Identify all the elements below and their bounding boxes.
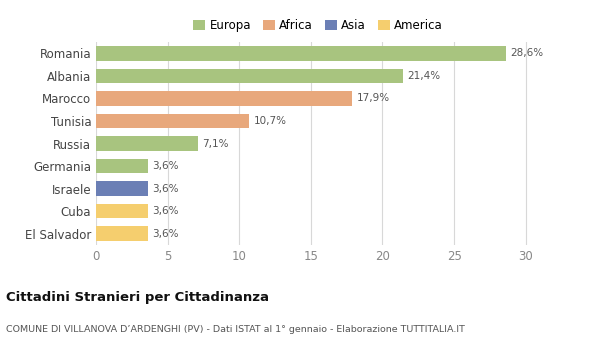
Text: 28,6%: 28,6% — [510, 48, 543, 58]
Text: 21,4%: 21,4% — [407, 71, 440, 81]
Text: COMUNE DI VILLANOVA D’ARDENGHI (PV) - Dati ISTAT al 1° gennaio - Elaborazione TU: COMUNE DI VILLANOVA D’ARDENGHI (PV) - Da… — [6, 326, 465, 335]
Bar — [96, 159, 148, 173]
Bar — [96, 181, 148, 196]
Bar — [96, 114, 249, 128]
Bar — [96, 226, 148, 241]
Text: 7,1%: 7,1% — [202, 139, 229, 148]
Text: 17,9%: 17,9% — [356, 93, 390, 103]
Text: 3,6%: 3,6% — [152, 184, 178, 194]
Bar — [96, 46, 506, 61]
Bar — [96, 69, 403, 83]
Bar — [96, 204, 148, 218]
Bar — [96, 91, 352, 106]
Text: 3,6%: 3,6% — [152, 161, 178, 171]
Bar — [96, 136, 197, 151]
Legend: Europa, Africa, Asia, America: Europa, Africa, Asia, America — [193, 19, 443, 32]
Text: 10,7%: 10,7% — [254, 116, 287, 126]
Text: 3,6%: 3,6% — [152, 206, 178, 216]
Text: 3,6%: 3,6% — [152, 229, 178, 239]
Text: Cittadini Stranieri per Cittadinanza: Cittadini Stranieri per Cittadinanza — [6, 290, 269, 303]
